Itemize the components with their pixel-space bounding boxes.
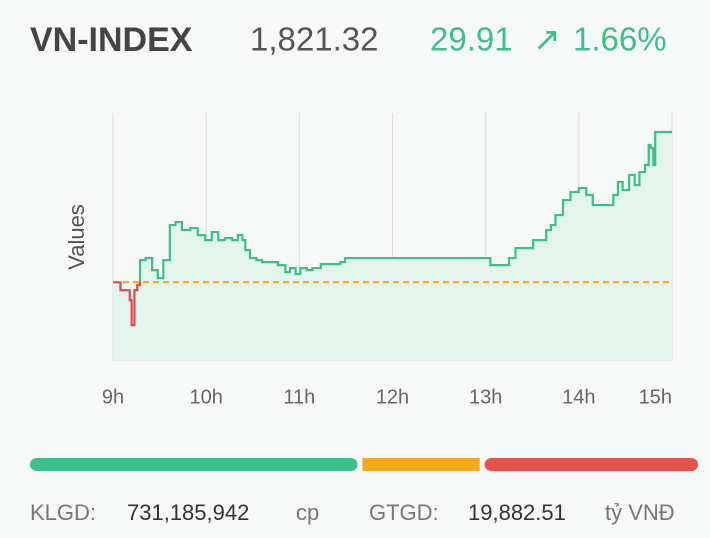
- x-tick-label: 14h: [562, 386, 595, 408]
- y-axis-label: Values: [64, 204, 89, 270]
- x-tick-label: 13h: [469, 386, 502, 408]
- plot-area: 9h 10h 11h 12h 13h 14h 15h: [102, 113, 673, 408]
- breadth-segment: [484, 458, 698, 471]
- area: [113, 131, 672, 360]
- volume-label: KLGD:: [30, 500, 96, 525]
- x-tick-label: 10h: [189, 386, 222, 408]
- price: 1,821.32: [250, 21, 378, 58]
- price-line: [113, 130, 672, 327]
- change-arrow: ↗: [533, 21, 561, 58]
- symbol: VN-INDEX: [30, 21, 193, 59]
- change: 29.91: [430, 21, 513, 58]
- volume: 731,185,942: [127, 500, 249, 525]
- value-label: GTGD:: [369, 500, 439, 525]
- trade-value: 19,882.51: [468, 500, 566, 525]
- value-unit: tỷ VNĐ: [605, 500, 675, 525]
- volume-unit: cp: [296, 500, 319, 525]
- market-breadth: [30, 458, 698, 471]
- x-tick-label: 12h: [376, 386, 409, 408]
- x-tick-label: 11h: [283, 386, 315, 408]
- x-tick-label: 9h: [102, 386, 124, 408]
- breadth-segment: [362, 458, 480, 471]
- breadth-segment: [30, 458, 358, 471]
- change-percent: 1.66%: [573, 21, 667, 58]
- x-tick-label: 15h: [639, 386, 672, 408]
